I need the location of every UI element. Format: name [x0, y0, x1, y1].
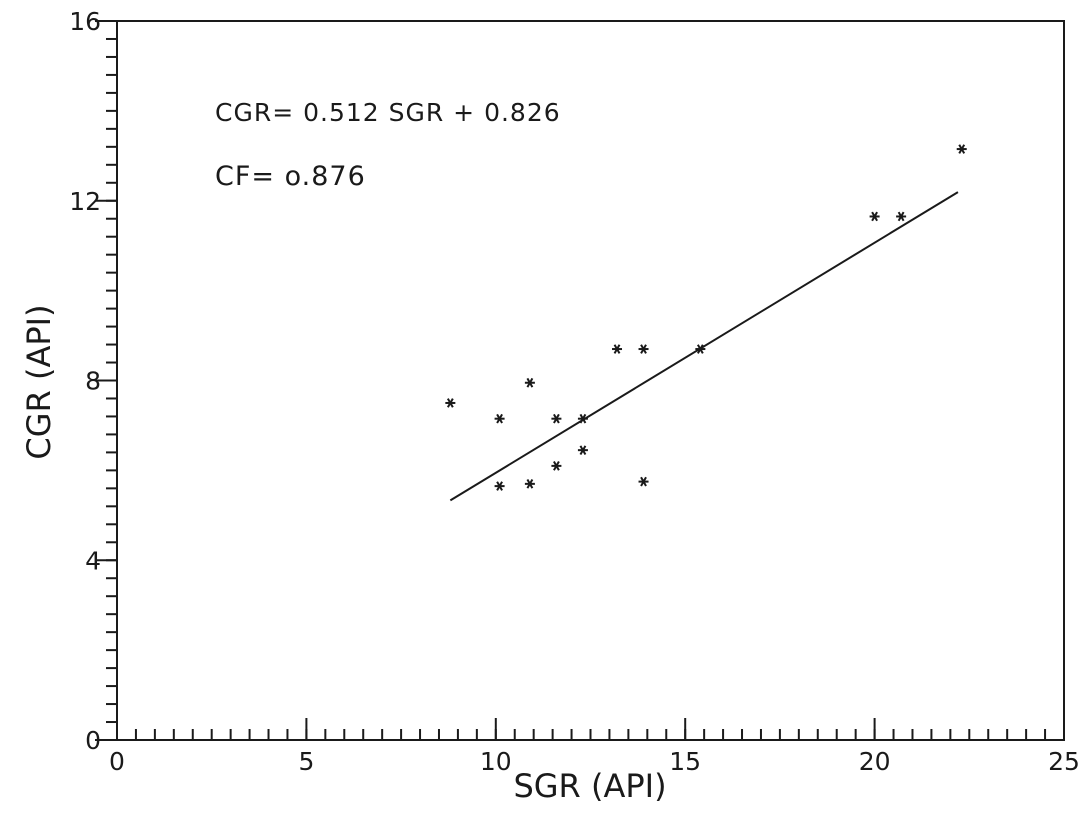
data-point — [612, 344, 623, 354]
point-stroke — [553, 413, 560, 424]
point-stroke — [897, 211, 905, 222]
data-point — [494, 481, 505, 491]
point-stroke — [640, 344, 647, 354]
data-point — [577, 413, 588, 424]
data-point — [638, 476, 649, 487]
point-stroke — [496, 481, 503, 491]
point-stroke — [526, 377, 534, 388]
point-stroke — [613, 344, 621, 354]
data-point — [956, 144, 967, 154]
data-point — [577, 445, 588, 455]
data-point — [551, 413, 562, 424]
data-points — [445, 144, 967, 491]
y-tick-label: 8 — [85, 367, 101, 396]
correlation-factor: CF= o.876 — [215, 161, 366, 192]
y-tick-label: 12 — [69, 187, 101, 216]
point-stroke — [871, 211, 878, 222]
x-tick-label: 25 — [1048, 747, 1080, 776]
x-tick-label: 5 — [298, 747, 314, 776]
data-point — [494, 413, 505, 424]
data-point — [638, 344, 649, 354]
plot-border — [116, 20, 1065, 741]
point-stroke — [640, 476, 647, 487]
point-stroke — [579, 445, 587, 455]
data-point — [445, 398, 456, 408]
regression-equation: CGR= 0.512 SGR + 0.826 — [215, 98, 561, 127]
point-stroke — [553, 461, 560, 471]
x-tick-label: 10 — [480, 747, 512, 776]
x-tick-label: 15 — [669, 747, 701, 776]
data-point — [896, 211, 907, 222]
minor-ticks — [106, 20, 1065, 741]
plot-frame — [116, 20, 1065, 741]
data-point — [695, 344, 706, 354]
major-ticks — [95, 20, 1065, 741]
point-stroke — [958, 144, 966, 154]
y-tick-label: 4 — [85, 546, 101, 575]
point-stroke — [696, 344, 704, 354]
x-tick-label: 20 — [859, 747, 891, 776]
point-stroke — [579, 413, 587, 424]
data-point — [551, 461, 562, 471]
fit-line-group — [449, 191, 959, 502]
regression-line — [449, 191, 959, 502]
data-point — [869, 211, 880, 222]
data-point — [524, 479, 535, 489]
x-tick-label: 0 — [109, 747, 125, 776]
y-axis-label: CGR (API) — [20, 304, 58, 459]
data-point — [524, 377, 535, 388]
point-stroke — [446, 398, 454, 408]
tick-labels: 0 5 10 15 20 25 0 4 8 12 16 — [69, 7, 1080, 776]
x-axis-label: SGR (API) — [513, 767, 666, 805]
point-stroke — [496, 413, 503, 424]
y-tick-label: 0 — [85, 726, 101, 755]
y-tick-label: 16 — [69, 7, 101, 36]
point-stroke — [526, 479, 534, 489]
